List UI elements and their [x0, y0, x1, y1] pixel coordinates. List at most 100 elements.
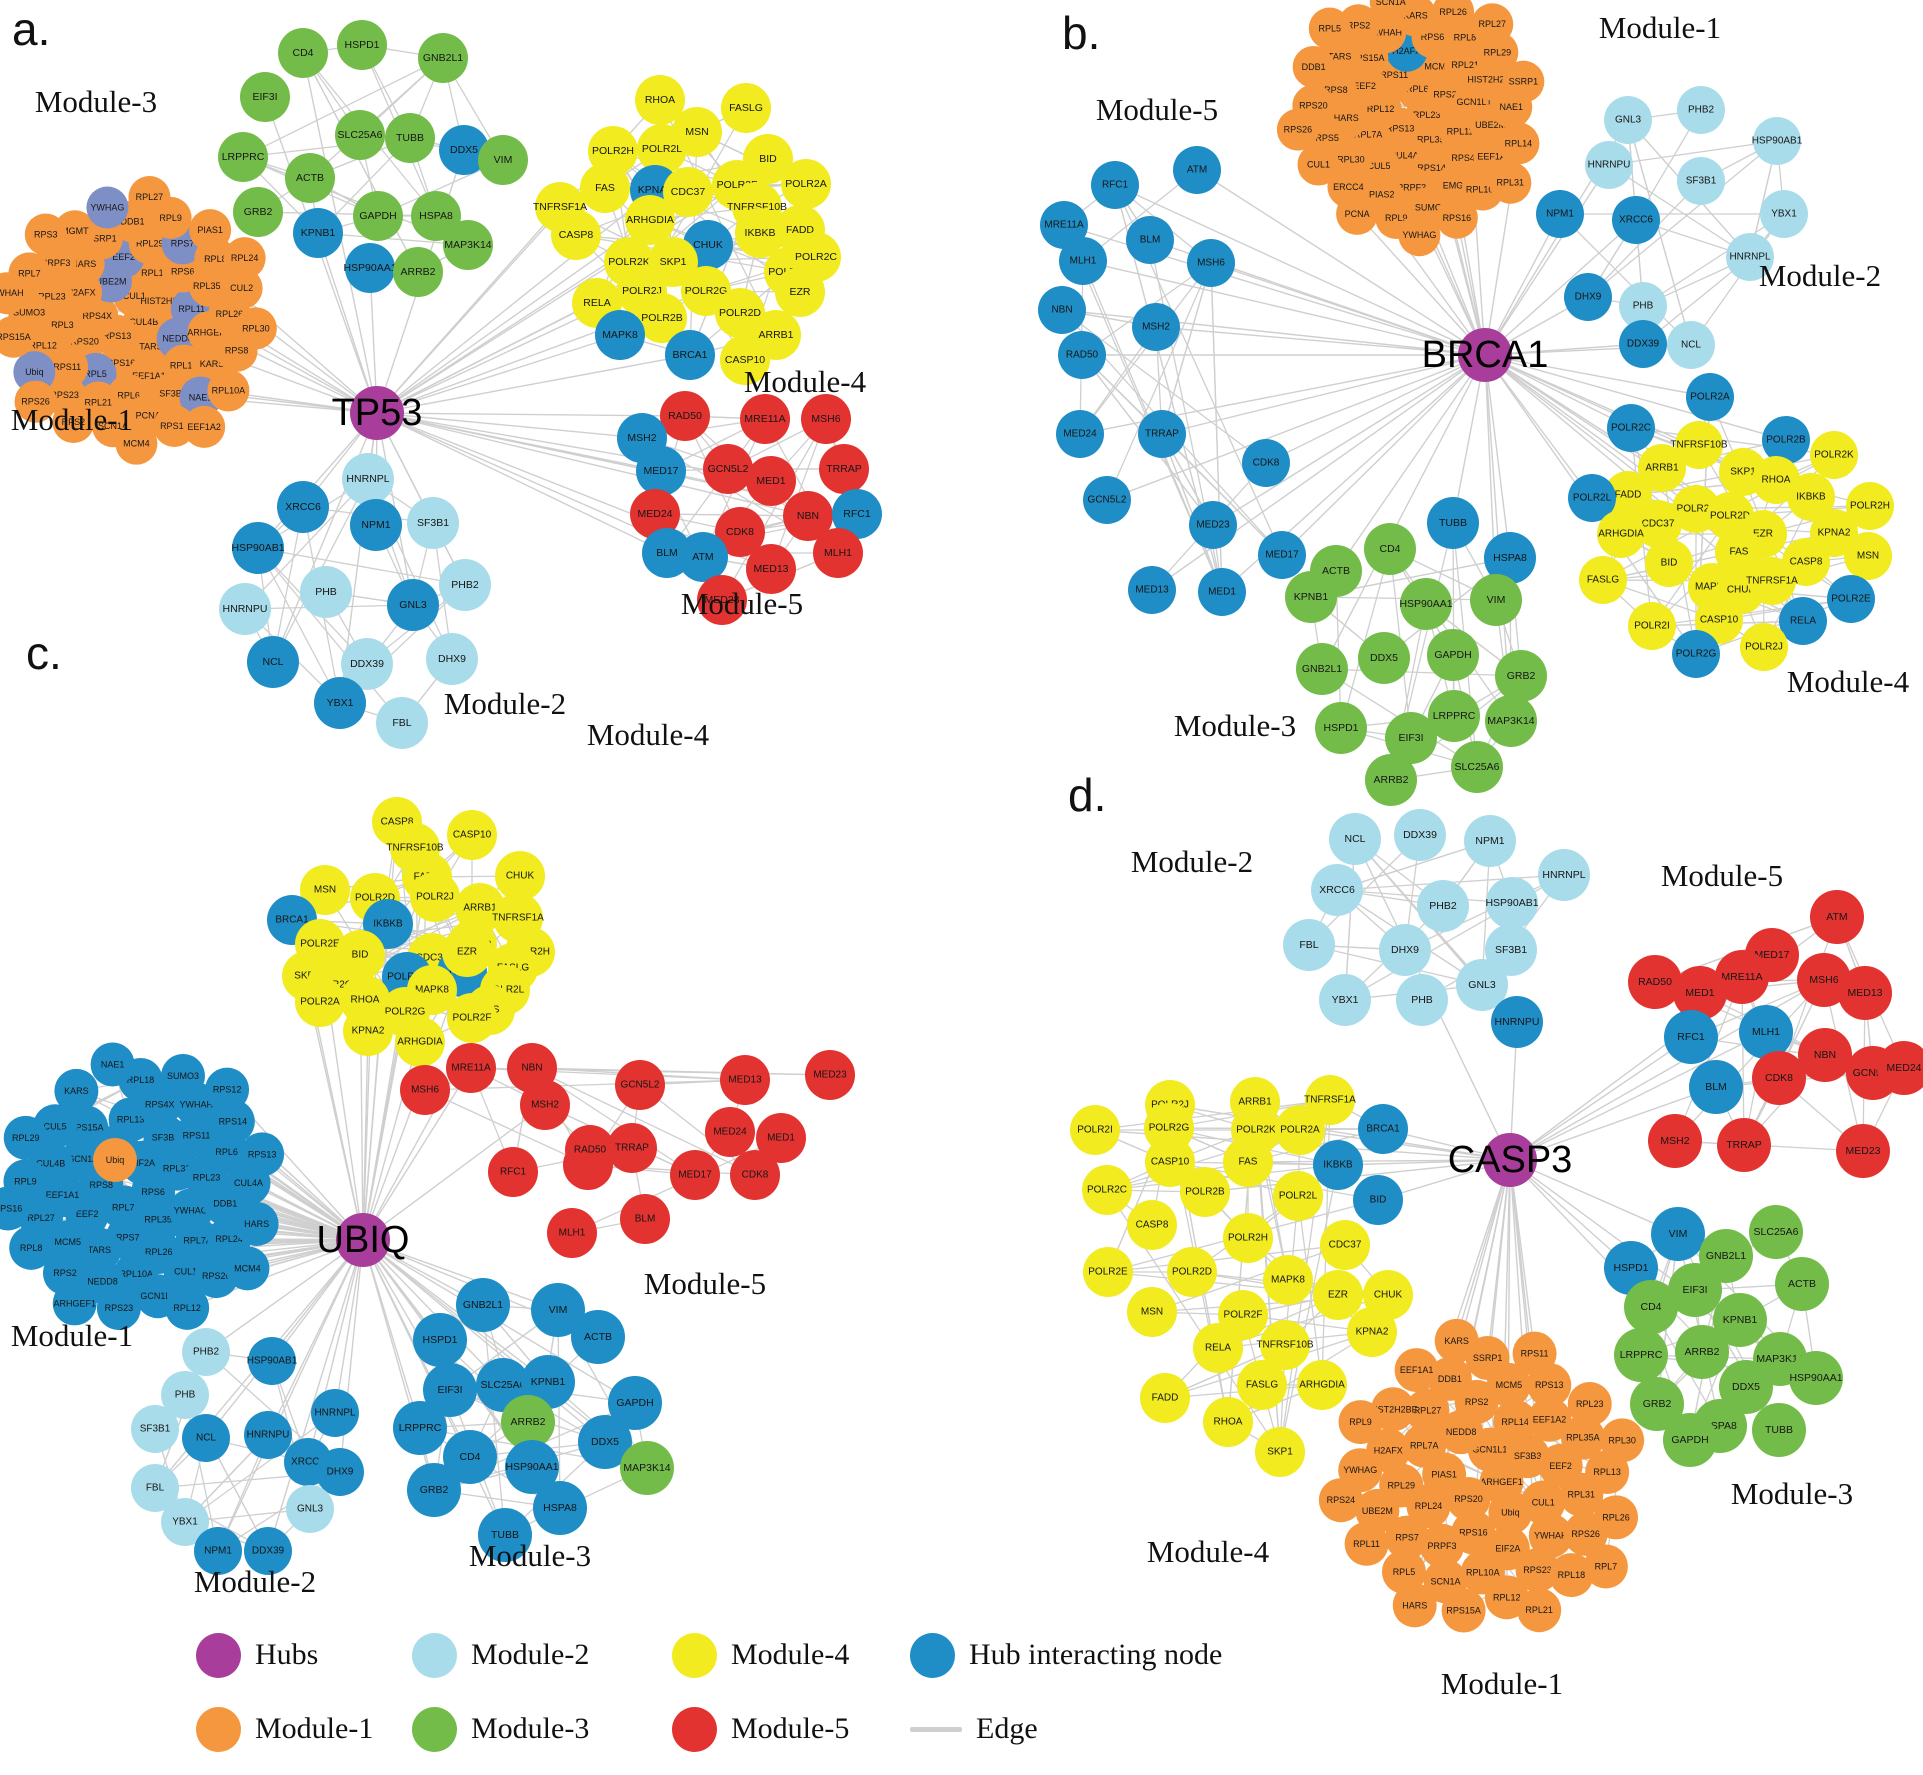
node-EEF1A2[interactable]	[1527, 1397, 1572, 1442]
node-RPL26[interactable]	[1594, 1495, 1639, 1540]
node-MRE11A[interactable]	[446, 1043, 496, 1093]
node-TNFRSF10B[interactable]	[1675, 421, 1723, 469]
node-GCN5L2[interactable]	[615, 1060, 665, 1110]
node-HSP90AA1[interactable]	[1400, 578, 1452, 630]
node-IKBKB[interactable]	[1787, 473, 1835, 521]
node-RPL27[interactable]	[1405, 1388, 1450, 1433]
node-POLR2J[interactable]	[1740, 623, 1788, 671]
node-CHUK[interactable]	[495, 851, 545, 901]
node-MED1[interactable]	[746, 456, 796, 506]
node-FADD[interactable]	[1140, 1373, 1190, 1423]
node-TRRAP[interactable]	[819, 444, 869, 494]
node-POLR2J[interactable]	[410, 872, 460, 922]
node-GNB2L1[interactable]	[418, 33, 468, 83]
node-TRRAP[interactable]	[1717, 1118, 1771, 1172]
node-RHOA[interactable]	[635, 75, 685, 125]
hub-UBIQ[interactable]	[336, 1213, 390, 1267]
node-RPL5[interactable]	[1381, 1549, 1426, 1594]
node-ARRB1[interactable]	[1638, 444, 1686, 492]
node-RPL24[interactable]	[223, 237, 266, 280]
node-MRE11A[interactable]	[740, 394, 790, 444]
node-NBN[interactable]	[1798, 1028, 1852, 1082]
node-RPL27[interactable]	[1471, 3, 1514, 46]
node-NCL[interactable]	[247, 636, 299, 688]
node-FBL[interactable]	[376, 697, 428, 749]
node-MSH6[interactable]	[1187, 239, 1235, 287]
node-RELA[interactable]	[1779, 597, 1827, 645]
node-ARHGDIA[interactable]	[395, 1017, 445, 1067]
node-GNL3[interactable]	[286, 1485, 334, 1533]
node-LRPPRC[interactable]	[1428, 690, 1480, 742]
node-RPL26[interactable]	[1432, 0, 1475, 34]
node-FBL[interactable]	[131, 1464, 179, 1512]
node-KPNB1[interactable]	[1713, 1293, 1767, 1347]
node-RPL23[interactable]	[1567, 1382, 1612, 1427]
node-FAS[interactable]	[580, 163, 630, 213]
node-MED13[interactable]	[1128, 566, 1176, 614]
node-RFC1[interactable]	[1664, 1010, 1718, 1064]
node-PHB[interactable]	[1619, 282, 1667, 330]
node-SF3B1[interactable]	[1485, 924, 1537, 976]
node-FADD[interactable]	[1604, 471, 1652, 519]
node-RPL30[interactable]	[234, 307, 277, 350]
node-XRCC6[interactable]	[1612, 196, 1660, 244]
node-EEF1A1[interactable]	[1394, 1348, 1439, 1393]
node-ARRB2[interactable]	[1365, 754, 1417, 806]
node-RPS12[interactable]	[205, 1067, 250, 1112]
node-CDK8[interactable]	[1242, 439, 1290, 487]
node-BLM[interactable]	[620, 1194, 670, 1244]
node-MSH2[interactable]	[1132, 303, 1180, 351]
node-POLR2D[interactable]	[1167, 1247, 1217, 1297]
node-RPS14[interactable]	[153, 404, 196, 447]
node-ARRB2[interactable]	[1675, 1325, 1729, 1379]
node-YBX1[interactable]	[161, 1498, 209, 1546]
node-TUBB[interactable]	[478, 1508, 532, 1562]
node-POLR2A[interactable]	[781, 159, 831, 209]
node-SUMO3[interactable]	[161, 1054, 206, 1099]
node-POLR2G[interactable]	[1672, 630, 1720, 678]
node-RPL27[interactable]	[128, 175, 171, 218]
hub-TP53[interactable]	[350, 386, 404, 440]
node-RPS26[interactable]	[14, 380, 57, 423]
node-RPL14[interactable]	[1497, 122, 1540, 165]
node-GNB2L1[interactable]	[456, 1278, 510, 1332]
node-CDK8[interactable]	[1752, 1051, 1806, 1105]
node-LRPPRC[interactable]	[218, 132, 268, 182]
node-MLH1[interactable]	[547, 1208, 597, 1258]
node-ARRB2[interactable]	[393, 247, 443, 297]
node-HSPD1[interactable]	[413, 1313, 467, 1367]
node-Ubiq[interactable]	[93, 1138, 137, 1182]
node-HNRNPU[interactable]	[219, 583, 271, 635]
node-BLM[interactable]	[1689, 1060, 1743, 1114]
node-MED1[interactable]	[1673, 966, 1727, 1020]
node-GRB2[interactable]	[407, 1463, 461, 1517]
node-POLR2L[interactable]	[1568, 474, 1616, 522]
node-MED13[interactable]	[720, 1055, 770, 1105]
node-POLR2B[interactable]	[637, 293, 687, 343]
node-FAS[interactable]	[1223, 1137, 1273, 1187]
node-CASP8[interactable]	[551, 210, 601, 260]
node-SF3B3[interactable]	[143, 1115, 188, 1160]
node-RPS15A[interactable]	[64, 1105, 109, 1150]
node-HNRNPL[interactable]	[311, 1389, 359, 1437]
node-MED23[interactable]	[697, 575, 747, 625]
node-ATM[interactable]	[1173, 146, 1221, 194]
node-YBX1[interactable]	[1760, 190, 1808, 238]
node-MED17[interactable]	[1258, 531, 1306, 579]
node-EIF3I[interactable]	[1385, 712, 1437, 764]
node-MSH2[interactable]	[1648, 1114, 1702, 1168]
node-MRE11A[interactable]	[1715, 950, 1769, 1004]
node-GAPDH[interactable]	[1427, 629, 1479, 681]
node-TUBB[interactable]	[1427, 497, 1479, 549]
node-GRB2[interactable]	[233, 187, 283, 237]
node-HSP90AA1[interactable]	[505, 1440, 559, 1494]
node-MED24[interactable]	[1877, 1041, 1923, 1095]
node-DDX39[interactable]	[1394, 809, 1446, 861]
node-CDK8[interactable]	[730, 1150, 780, 1200]
node-VIM[interactable]	[1470, 574, 1522, 626]
node-XRCC6[interactable]	[1311, 864, 1363, 916]
node-MSH6[interactable]	[1797, 953, 1851, 1007]
node-CASP10[interactable]	[1145, 1137, 1195, 1187]
node-RPS15A[interactable]	[0, 315, 35, 358]
node-CASP10[interactable]	[720, 335, 770, 385]
